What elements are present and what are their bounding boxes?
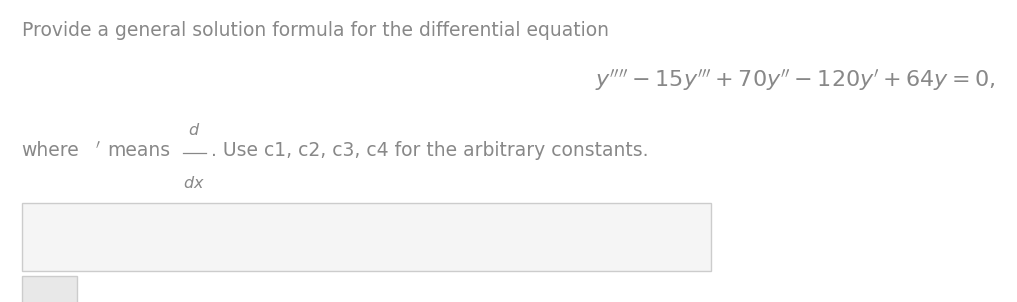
Text: $dx$: $dx$ [183,175,205,192]
FancyBboxPatch shape [21,276,77,302]
Text: Provide a general solution formula for the differential equation: Provide a general solution formula for t… [21,21,608,40]
Text: $y^{\prime\prime\prime\prime} - 15y^{\prime\prime\prime} + 70y^{\prime\prime} - : $y^{\prime\prime\prime\prime} - 15y^{\pr… [595,67,996,93]
Text: . Use c1, c2, c3, c4 for the arbitrary constants.: . Use c1, c2, c3, c4 for the arbitrary c… [212,141,649,160]
FancyBboxPatch shape [21,204,711,271]
Text: $'$: $'$ [95,141,101,160]
Text: means: means [107,141,170,160]
Text: $d$: $d$ [188,122,200,139]
Text: where: where [21,141,79,160]
